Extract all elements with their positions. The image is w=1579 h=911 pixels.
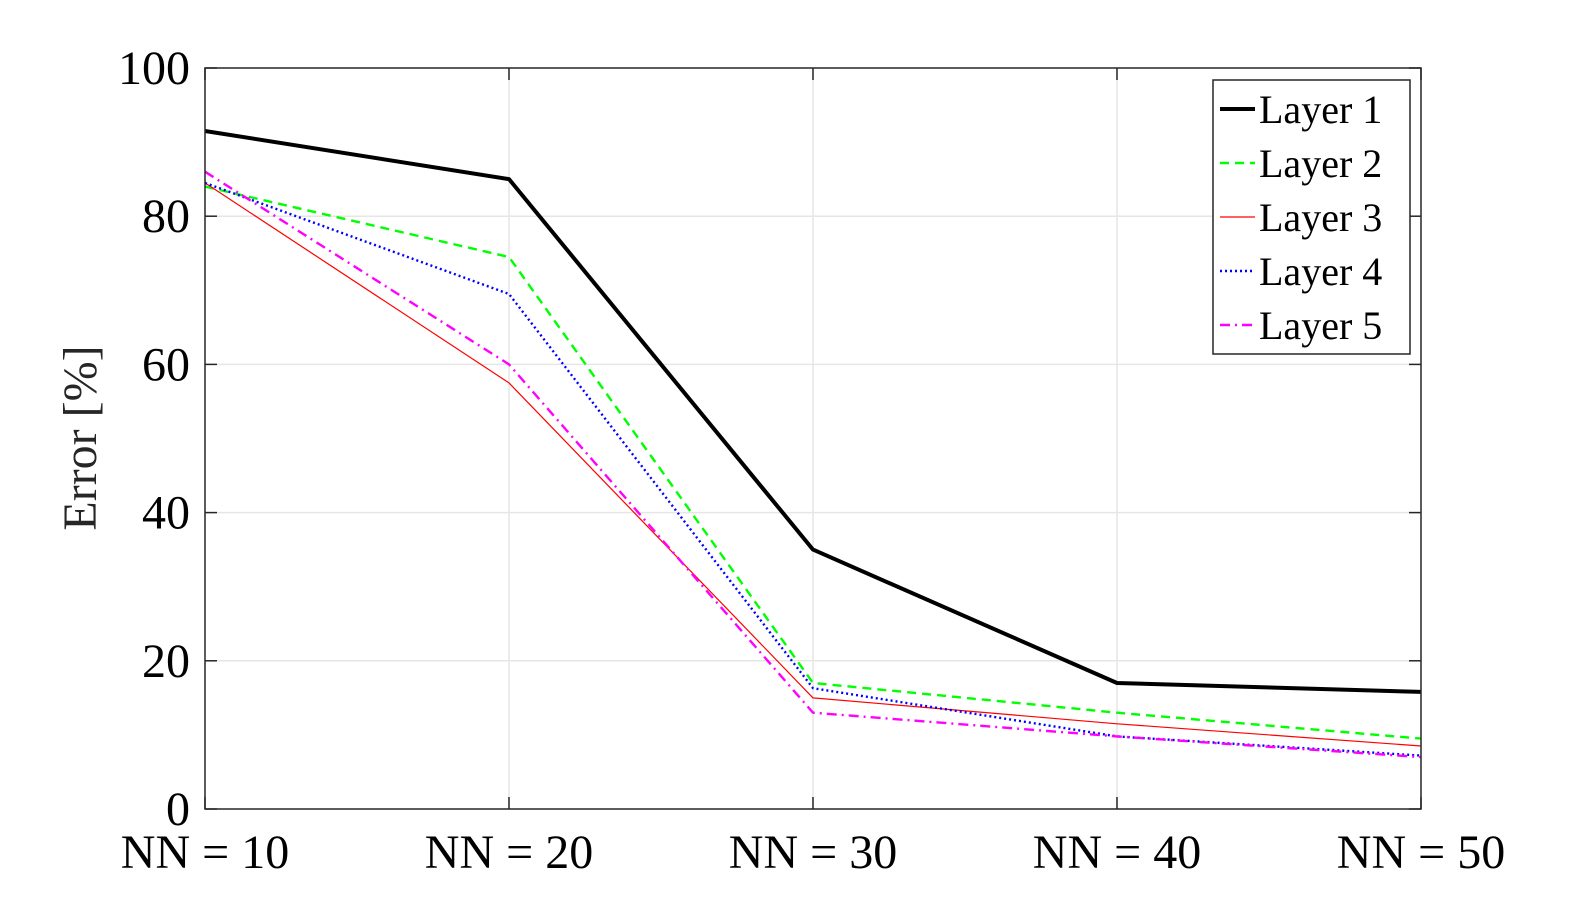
x-tick-label: NN = 40 [1033, 826, 1201, 879]
legend-label: Layer 2 [1259, 141, 1382, 186]
y-axis-title: Error [%] [54, 345, 107, 530]
series-line-layer-3 [204, 182, 1422, 747]
legend-label: Layer 1 [1259, 87, 1382, 132]
series-line-layer-4 [204, 181, 1422, 757]
x-tick-label: NN = 50 [1337, 826, 1505, 879]
y-tick-label: 80 [142, 190, 190, 243]
x-tick-label: NN = 10 [121, 826, 289, 879]
y-tick-label: 60 [142, 338, 190, 391]
y-tick-label: 0 [166, 783, 190, 836]
x-tick-labels: NN = 10 NN = 20 NN = 30 NN = 40 NN = 50 [121, 826, 1505, 879]
series-line-layer-1 [204, 129, 1422, 694]
y-tick-label: 40 [142, 487, 190, 540]
x-tick-label: NN = 20 [425, 826, 593, 879]
legend-label: Layer 4 [1259, 249, 1382, 294]
y-tick-label: 100 [118, 42, 190, 95]
legend: Layer 1 Layer 2 Layer 3 Layer 4 Layer 5 [1212, 79, 1411, 355]
series-line-layer-5 [204, 170, 1422, 759]
legend-label: Layer 5 [1259, 303, 1382, 348]
series-lines [204, 129, 1422, 759]
y-tick-labels: 0 20 40 60 80 100 [118, 42, 190, 836]
y-tick-label: 20 [142, 635, 190, 688]
x-tick-label: NN = 30 [729, 826, 897, 879]
legend-label: Layer 3 [1259, 195, 1382, 240]
axis-ticks [204, 67, 1422, 810]
